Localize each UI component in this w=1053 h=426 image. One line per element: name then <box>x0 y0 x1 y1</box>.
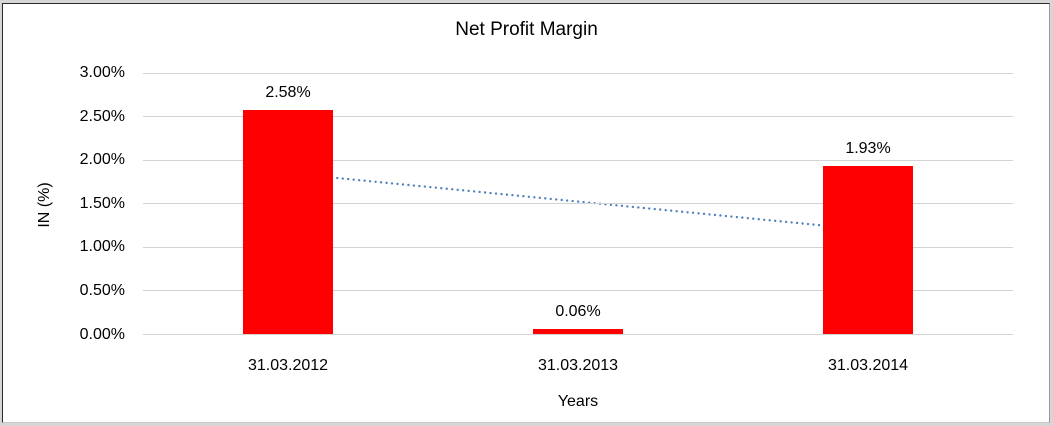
y-axis-tick-label: 0.50% <box>79 281 125 299</box>
gridline <box>143 246 1013 248</box>
y-axis-title: IN (%) <box>36 182 53 228</box>
y-axis-tick-label: 2.00% <box>79 151 125 169</box>
gridline <box>143 159 1013 161</box>
gridline <box>143 203 1013 205</box>
data-label: 2.58% <box>265 83 311 101</box>
data-label: 0.06% <box>555 303 601 321</box>
gridline <box>143 72 1013 74</box>
chart-title: Net Profit Margin <box>455 19 598 40</box>
x-axis-title: Years <box>557 393 599 410</box>
gridline <box>143 290 1013 292</box>
y-axis-tick-label: 0.00% <box>79 325 125 343</box>
gridline <box>143 334 1013 335</box>
bar-31.03.2013 <box>533 329 623 335</box>
y-axis-tick-label: 1.50% <box>79 194 125 212</box>
y-axis-tick-label: 2.50% <box>79 107 125 125</box>
trendline-path <box>286 172 870 232</box>
x-axis-tick-label: 31.03.2013 <box>537 357 619 374</box>
bar-31.03.2014 <box>823 166 913 335</box>
y-axis-tick-label: 1.00% <box>79 238 125 256</box>
bar-31.03.2012 <box>243 109 333 335</box>
x-axis-tick-label: 31.03.2014 <box>827 357 909 374</box>
gridline <box>143 116 1013 118</box>
chart-canvas: Net Profit Margin IN (%) Years 0.00% 0.50… <box>3 4 1049 422</box>
chart-frame: Net Profit Margin IN (%) Years 0.00% 0.50… <box>2 3 1050 423</box>
x-axis-tick-label: 31.03.2012 <box>247 357 329 374</box>
data-label: 1.93% <box>845 140 891 158</box>
y-axis-tick-label: 3.00% <box>79 64 125 81</box>
